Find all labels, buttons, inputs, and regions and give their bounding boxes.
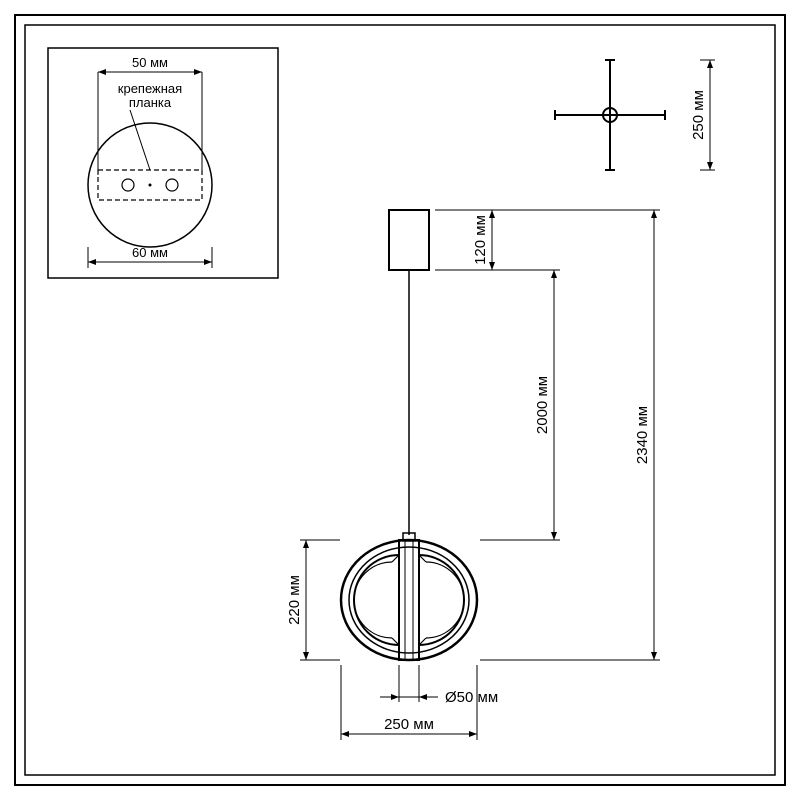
detail-label-2: планка xyxy=(129,95,172,110)
top-view-cross: 250 мм xyxy=(555,60,715,170)
dim-120: 120 мм xyxy=(435,210,498,270)
outer-frame xyxy=(15,15,785,785)
detail-box: 50 мм крепежная планка 60 мм xyxy=(48,48,278,278)
dim-2000: 2000 мм xyxy=(435,270,560,540)
topview-dim-250: 250 мм xyxy=(690,90,707,140)
detail-dim-50: 50 мм xyxy=(132,55,168,70)
pendant-main xyxy=(341,210,477,660)
detail-dim-60: 60 мм xyxy=(132,245,168,260)
pendant-body xyxy=(341,533,477,660)
dim-220-text: 220 мм xyxy=(286,575,303,625)
dim-2340-text: 2340 мм xyxy=(634,406,651,464)
dim-220: 220 мм xyxy=(286,540,340,660)
detail-label-1: крепежная xyxy=(118,81,182,96)
dim-d50-text: Ø50 мм xyxy=(445,689,498,706)
canopy xyxy=(389,210,429,270)
inner-frame xyxy=(25,25,775,775)
dim-d50: Ø50 мм xyxy=(380,665,498,706)
dim-120-text: 120 мм xyxy=(472,215,489,265)
dim-250-text: 250 мм xyxy=(384,716,434,733)
dim-2000-text: 2000 мм xyxy=(534,376,551,434)
technical-drawing: 50 мм крепежная планка 60 мм 250 мм xyxy=(0,0,800,800)
